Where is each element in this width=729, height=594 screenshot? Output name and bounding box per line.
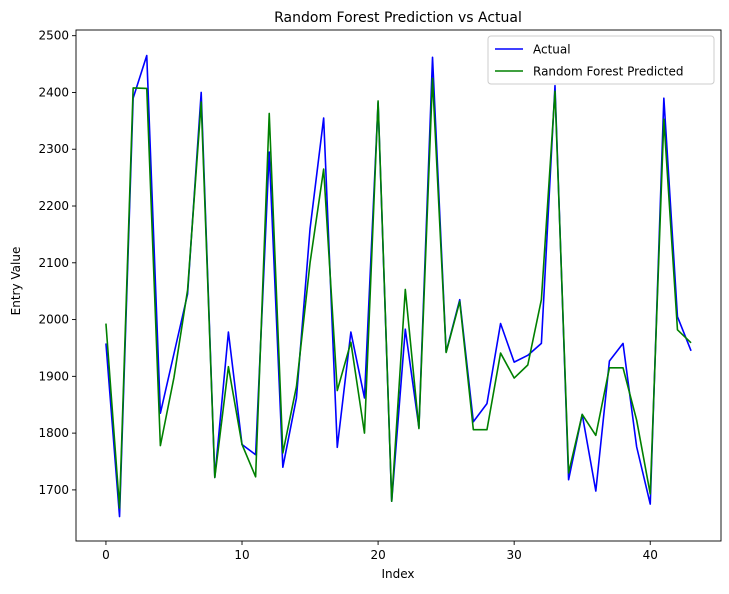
legend-label: Random Forest Predicted: [533, 65, 683, 79]
y-tick-label: 1700: [38, 483, 69, 497]
y-tick-label: 2000: [38, 313, 69, 327]
y-axis-label: Entry Value: [9, 247, 23, 316]
x-axis-label: Index: [381, 567, 414, 581]
y-tick-label: 1900: [38, 369, 69, 383]
x-tick-label: 0: [102, 548, 110, 562]
x-tick-label: 40: [643, 548, 658, 562]
y-axis: 1700 1800 1900 2000 2100 2200 2300 2400 2500: [38, 29, 76, 497]
x-axis: 0 10 20 30 40: [102, 541, 658, 562]
y-tick-label: 2400: [38, 85, 69, 99]
chart-title: Random Forest Prediction vs Actual: [274, 10, 522, 26]
y-tick-label: 2300: [38, 142, 69, 156]
legend-box: [487, 35, 715, 85]
x-tick-label: 30: [507, 548, 522, 562]
plot-area: [75, 29, 722, 542]
x-tick-label: 20: [370, 548, 385, 562]
series-line-predicted: [105, 77, 692, 509]
y-tick-label: 2100: [38, 256, 69, 270]
legend: Actual Random Forest Predicted: [487, 35, 715, 85]
y-tick-label: 2200: [38, 199, 69, 213]
y-tick-label: 2500: [38, 29, 69, 43]
axes-frame: [75, 29, 722, 542]
y-tick-label: 1800: [38, 426, 69, 440]
x-tick-label: 10: [234, 548, 249, 562]
legend-label: Actual: [533, 43, 571, 57]
